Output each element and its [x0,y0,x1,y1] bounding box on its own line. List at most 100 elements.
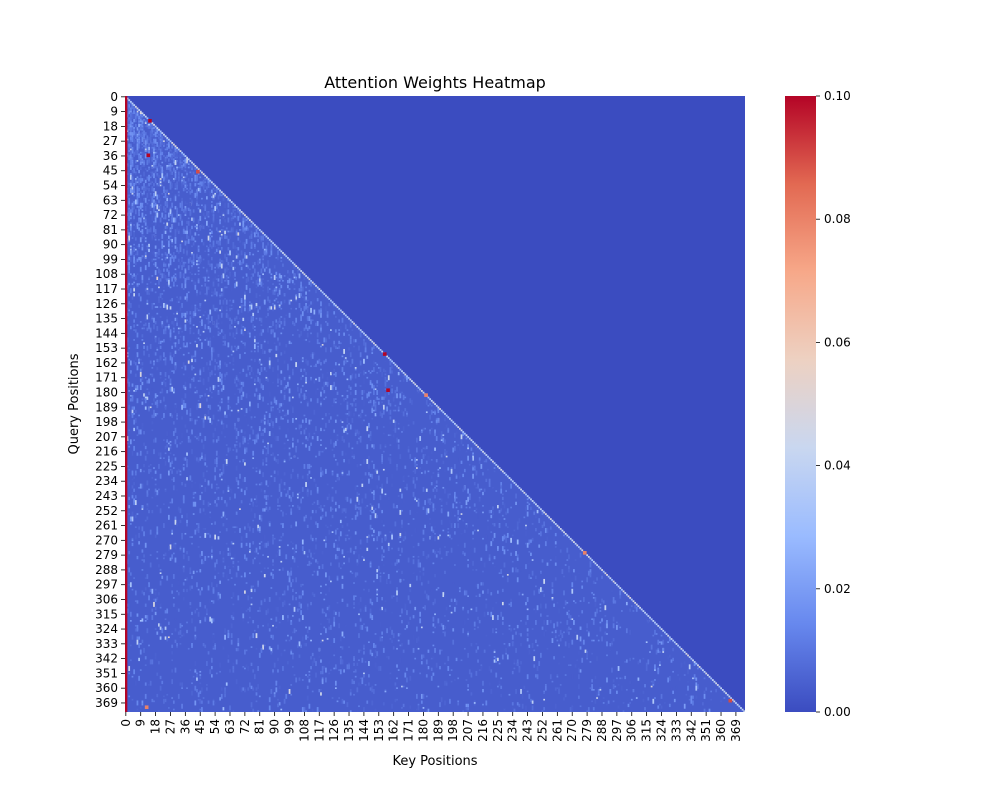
heatmap-cell [158,163,160,167]
heatmap-cell [250,240,253,243]
heatmap-cell [133,128,136,131]
heatmap-cell [252,273,255,277]
heatmap-cell [204,486,207,492]
heatmap-cell [156,204,159,210]
heatmap-cell [148,187,150,193]
heatmap-cell [255,286,258,289]
heatmap-cell [209,360,212,366]
heatmap-cell [252,266,255,269]
heatmap-cell [158,256,160,259]
heatmap-cell [166,322,169,328]
heatmap-cell [414,498,417,501]
heatmap-cell [267,261,269,267]
heatmap-cell [143,204,145,207]
heatmap-cell [275,345,278,351]
heatmap-cell [148,468,150,474]
heatmap-cell [255,317,258,320]
heatmap-cell [174,275,177,277]
heatmap-cell [353,551,355,555]
heatmap-cell [358,416,360,420]
heatmap-cell [394,421,397,423]
heatmap-cell [258,375,261,377]
heatmap-cell [179,273,182,279]
heatmap-cell [134,409,137,414]
heatmap-cell [280,559,283,561]
heatmap-cell [257,528,260,532]
heatmap-cell [371,370,374,372]
heatmap-cell [321,373,324,379]
heatmap-cell [374,475,377,481]
heatmap-cell [334,419,337,423]
heatmap-cell [336,462,339,466]
heatmap-cell [174,233,177,239]
heatmap-cell [291,371,294,376]
heatmap-cell [199,457,202,461]
heatmap-cell [166,204,169,208]
heatmap-cell [406,486,408,491]
heatmap-cell [389,360,392,366]
heatmap-cell [414,462,417,468]
heatmap-cell [164,151,167,154]
heatmap-cell [240,266,243,271]
heatmap-cell [207,183,210,188]
heatmap-cell [260,268,263,274]
heatmap-cell [144,256,147,259]
heatmap-cell [196,307,198,310]
heatmap-cell [273,306,276,310]
heatmap-cell [237,378,240,382]
heatmap-cell [434,526,436,529]
heatmap-cell [260,281,263,287]
heatmap-cell [141,559,144,561]
heatmap-cell [154,133,157,138]
heatmap-cell [139,296,142,302]
heatmap-cell [373,495,375,499]
heatmap-cell [282,523,284,529]
heatmap-cell [492,562,494,565]
heatmap-cell [206,286,208,292]
heatmap-cell [336,347,339,349]
heatmap-cell [301,375,304,377]
heatmap-cell [154,252,157,257]
heatmap-cell [179,166,182,169]
heatmap-cell [189,229,192,234]
heatmap-cell [136,398,139,404]
heatmap-cell [356,463,359,468]
heatmap-cell [498,524,501,529]
heatmap-cell [377,503,380,509]
heatmap-cell [343,332,345,336]
heatmap-cell [366,444,369,450]
heatmap-cell [212,209,215,213]
heatmap-cell [161,243,164,249]
heatmap-cell [415,388,418,392]
heatmap-cell [164,460,167,466]
heatmap-cell [346,390,349,392]
heatmap-cell [272,306,274,312]
heatmap-cell [144,376,147,379]
heatmap-cell [126,245,129,248]
heatmap-cell [136,426,139,430]
heatmap-cell [189,432,192,437]
heatmap-cell [182,179,185,182]
heatmap-cell [263,534,266,540]
heatmap-cell [187,217,190,220]
heatmap-cell [376,371,379,374]
heatmap-cell [434,447,436,451]
heatmap-cell [291,396,294,399]
heatmap-cell [138,532,140,538]
heatmap-cell [126,171,129,175]
heatmap-cell [166,316,169,322]
heatmap-cell [306,463,309,469]
heatmap-cell [146,225,149,230]
heatmap-cell [139,174,142,177]
heatmap-cell [559,549,562,553]
heatmap-cell [179,247,182,253]
heatmap-cell [144,197,147,203]
heatmap-cell [589,560,592,565]
heatmap-cell [167,271,170,276]
heatmap-cell [153,173,155,179]
heatmap-cell [235,321,238,323]
heatmap-cell [184,278,187,280]
heatmap-cell [206,294,208,297]
heatmap-cell [154,189,157,192]
